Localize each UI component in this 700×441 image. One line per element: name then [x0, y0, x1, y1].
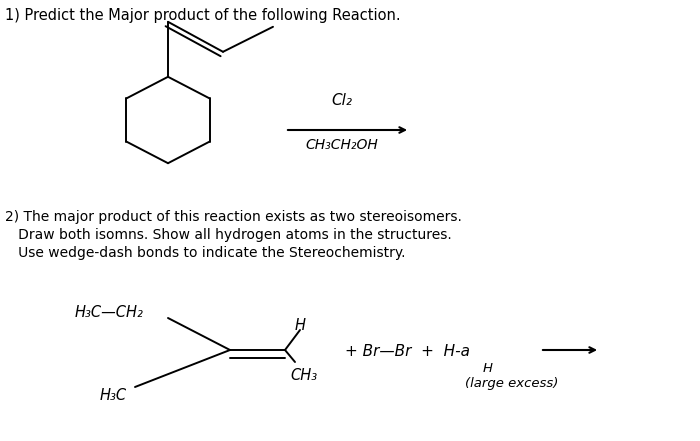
Text: CH₃: CH₃ [290, 368, 317, 383]
Text: + Br—Br  +  H-a: + Br—Br + H-a [345, 344, 470, 359]
Text: 2) The major product of this reaction exists as two stereoisomers.: 2) The major product of this reaction ex… [5, 210, 462, 224]
Text: H: H [295, 318, 306, 333]
Text: Use wedge-dash bonds to indicate the Stereochemistry.: Use wedge-dash bonds to indicate the Ste… [5, 246, 405, 260]
Text: H₃C: H₃C [100, 388, 127, 403]
Text: CH₃CH₂OH: CH₃CH₂OH [306, 138, 379, 152]
Text: 1) Predict the Major product of the following Reaction.: 1) Predict the Major product of the foll… [5, 8, 400, 23]
Text: H: H [483, 362, 493, 375]
Text: Draw both isomns. Show all hydrogen atoms in the structures.: Draw both isomns. Show all hydrogen atom… [5, 228, 452, 242]
Text: Cl₂: Cl₂ [332, 93, 353, 108]
Text: H₃C—CH₂: H₃C—CH₂ [75, 305, 144, 320]
Text: (large excess): (large excess) [465, 377, 559, 390]
